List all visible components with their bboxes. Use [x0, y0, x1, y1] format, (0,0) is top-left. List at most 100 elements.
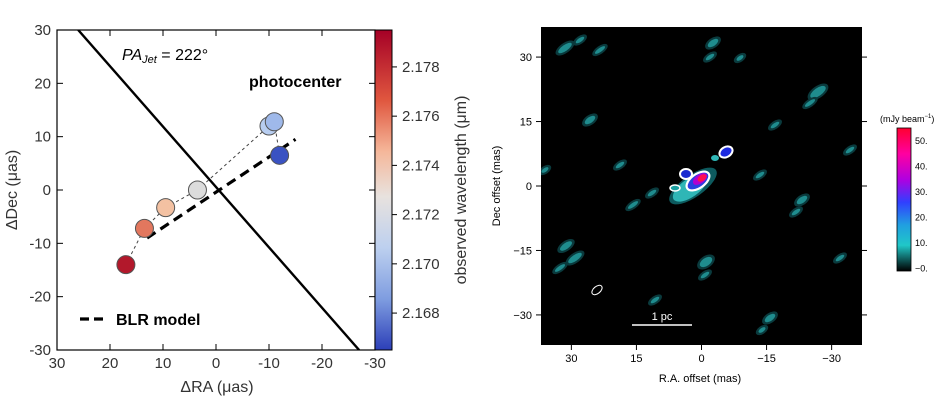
flux-colorbar-tick-label: 10.: [915, 238, 928, 248]
right-x-axis-label: R.A. offset (mas): [659, 373, 741, 385]
flux-colorbar-title: (mJy beam−1): [880, 114, 934, 124]
sidelobe: [699, 256, 713, 268]
left-y-tick-label: 20: [34, 75, 51, 92]
sidelobe: [558, 42, 572, 54]
photocenter-point: [116, 255, 136, 275]
sidelobe: [650, 296, 660, 304]
wavelength-colorbar-label: observed wavelength (μm): [453, 96, 470, 285]
sidelobe: [627, 201, 639, 209]
photocenter-point: [156, 198, 176, 218]
core-peak: [697, 174, 707, 182]
right-y-tick-label: 0: [526, 181, 532, 193]
left-x-tick-label: 0: [212, 355, 220, 372]
flux-colorbar-tick-label: 20.: [915, 212, 928, 222]
flux-colorbar-tick-label: 40.: [915, 161, 928, 171]
right-axis-ticks: 30 30 15 15 0 0 −15 −15 −30 −30: [513, 52, 867, 365]
left-y-tick-label: 10: [34, 129, 51, 146]
sidelobe: [707, 38, 719, 48]
photocenter-points: [116, 112, 290, 275]
wavelength-colorbar-tick-label: 2.172: [402, 207, 440, 224]
left-plot-frame: [56, 29, 376, 351]
sidelobe: [835, 254, 845, 262]
right-y-axis-label: Dec offset (mas): [491, 146, 503, 227]
right-x-tick-label: −15: [757, 353, 776, 365]
left-x-tick-label: -10: [258, 355, 280, 372]
wavelength-colorbar: [374, 29, 393, 351]
right-x-tick-label: −30: [822, 353, 841, 365]
left-x-tick-label: 20: [102, 355, 119, 372]
sidelobe: [804, 99, 816, 107]
sidelobe: [758, 327, 766, 333]
radio-emission: 1 pc: [541, 34, 857, 336]
right-x-tick-label: 0: [698, 353, 704, 365]
wavelength-colorbar-ticks: 2.178 2.176 2.174 2.172 2.170 2.168: [392, 59, 440, 322]
right-y-tick-label: −15: [513, 245, 532, 257]
flux-colorbar: [896, 127, 912, 272]
wavelength-colorbar-tick-label: 2.178: [402, 59, 440, 76]
sidelobe: [541, 167, 549, 173]
photocenter-point: [270, 145, 290, 165]
right-y-tick-label: 15: [520, 117, 532, 129]
sidelobe: [584, 115, 596, 125]
left-x-tick-label: -20: [311, 355, 333, 372]
sidelobe: [736, 55, 744, 61]
sidelobe: [764, 313, 776, 323]
sidelobe: [796, 195, 808, 205]
sidelobe: [575, 36, 585, 44]
component-w: [669, 184, 681, 192]
beam-ellipse: [591, 284, 603, 296]
left-x-axis-label: ΔRA (μas): [180, 379, 253, 396]
sidelobe: [810, 85, 826, 99]
left-y-tick-label: -30: [29, 342, 51, 359]
photocenter-point: [264, 112, 284, 132]
central-source: [669, 145, 734, 205]
sidelobe: [560, 241, 572, 251]
sidelobe: [791, 208, 801, 216]
wavelength-colorbar-tick-label: 2.174: [402, 157, 440, 174]
component-ne: [718, 145, 734, 159]
left-x-tick-label: 30: [49, 355, 66, 372]
flux-colorbar-tick-label: 30.: [915, 187, 928, 197]
vlbi-image-panel: 1 pc 30 30 15 15 0 0 −15 −15 −30 −30 R.A. offset …: [491, 27, 934, 385]
flux-colorbar-tick-label: 50.: [915, 136, 928, 146]
flux-colorbar-tick-label: −0.: [915, 263, 928, 273]
pa-jet-annotation: PAJet = 222°: [122, 47, 208, 66]
right-x-tick-label: 30: [565, 353, 577, 365]
left-y-axis-label: ΔDec (μas): [4, 150, 21, 230]
right-x-tick-label: 15: [630, 353, 642, 365]
connector-line: [197, 125, 270, 191]
photocenter-point: [134, 218, 154, 238]
wavelength-colorbar-tick-label: 2.176: [402, 108, 440, 125]
left-y-tick-label: 0: [43, 182, 51, 199]
right-y-tick-label: −30: [513, 310, 532, 322]
sidelobe: [700, 271, 710, 279]
scalebar-label: 1 pc: [652, 311, 673, 323]
left-x-tick-label: 10: [155, 355, 172, 372]
left-y-tick-label: -10: [29, 235, 51, 252]
left-x-tick-label: -30: [364, 355, 386, 372]
photocenter-label: photocenter: [249, 74, 341, 91]
left-y-tick-label: -20: [29, 289, 51, 306]
emission-sidelobes: [541, 34, 857, 336]
sidelobe: [705, 53, 715, 61]
sidelobe: [568, 252, 582, 264]
flux-colorbar-ticks: 50. 40. 30. 20. 10. −0.: [915, 136, 928, 274]
wavelength-colorbar-tick-label: 2.168: [402, 305, 440, 322]
sidelobe: [845, 146, 855, 154]
wavelength-colorbar-tick-label: 2.170: [402, 256, 440, 273]
sidelobe: [615, 161, 625, 169]
legend-blr-label: BLR model: [116, 312, 200, 329]
sidelobe: [770, 121, 780, 129]
sidelobe: [554, 264, 566, 272]
left-y-tick-label: 30: [34, 22, 51, 39]
right-y-tick-label: 30: [520, 52, 532, 64]
sidelobe: [755, 171, 765, 179]
component-ne-small: [711, 155, 719, 161]
component-nw: [679, 168, 693, 180]
photocenter-point: [187, 180, 207, 200]
sidelobe: [594, 46, 606, 54]
